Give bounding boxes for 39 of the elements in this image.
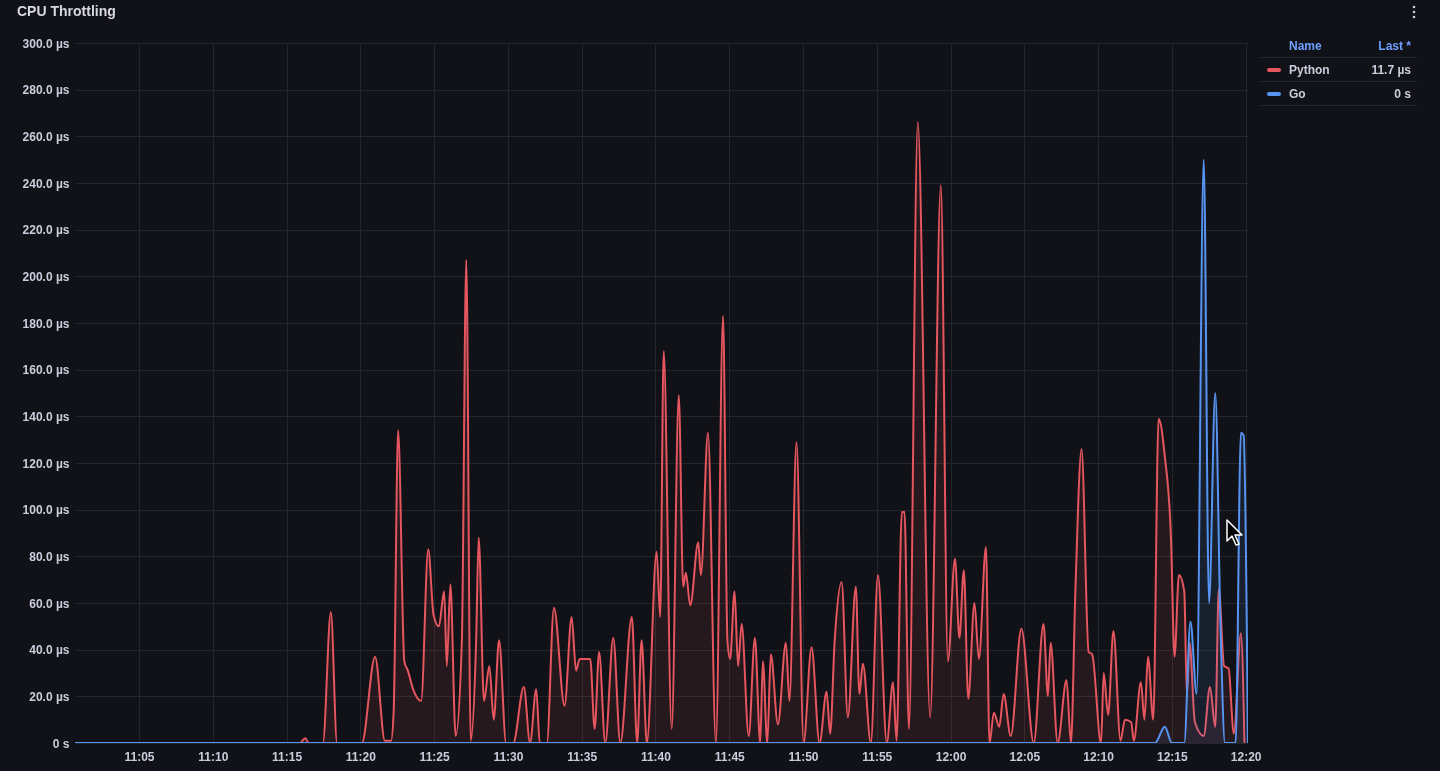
text: Name (1288, 38, 1323, 53)
y-tick-label: 200.0 µs (22, 269, 70, 284)
legend-label: Python (1289, 62, 1331, 77)
x-tick-label: 12:15 (1157, 749, 1189, 764)
y-tick-label: 280.0 µs (22, 83, 70, 98)
x-tick-label: 11:15 (272, 749, 303, 764)
y-tick-label: 120.0 µs (22, 456, 70, 471)
chart-title: CPU Throttling (17, 3, 116, 19)
y-tick-label: 300.0 µs (22, 36, 70, 51)
x-tick-label: 11:05 (124, 749, 155, 764)
y-tick-label: 40.0 µs (29, 643, 70, 658)
y-tick-label: 80.0 µs (29, 549, 70, 564)
x-tick-label: 11:45 (714, 749, 746, 764)
y-tick-label: 260.0 µs (22, 129, 70, 144)
x-tick-label: 11:30 (493, 749, 524, 764)
x-tick-label: 12:20 (1230, 749, 1262, 764)
y-tick-label: 160.0 µs (22, 363, 70, 378)
y-tick-label: 180.0 µs (22, 316, 70, 331)
x-tick-label: 11:20 (345, 749, 377, 764)
y-tick-label: 0 s (52, 736, 70, 751)
x-tick-label: 11:35 (567, 749, 598, 764)
x-tick-label: 11:50 (788, 749, 819, 764)
x-tick-label: 12:10 (1083, 749, 1115, 764)
y-tick-label: 140.0 µs (22, 409, 70, 424)
x-tick-label: 12:05 (1009, 749, 1041, 764)
text: 0 s (1394, 86, 1412, 101)
y-tick-label: 100.0 µs (22, 503, 70, 518)
text: Last * (1378, 38, 1412, 53)
text: 11.7 µs (1371, 62, 1412, 77)
x-tick-label: 12:00 (935, 749, 967, 764)
y-tick-label: 60.0 µs (29, 596, 70, 611)
x-tick-label: 11:25 (419, 749, 450, 764)
x-tick-label: 11:40 (640, 749, 672, 764)
legend-label: Go (1289, 86, 1307, 101)
y-tick-label: 240.0 µs (22, 176, 70, 191)
x-tick-label: 11:10 (198, 749, 229, 764)
x-tick-label: 11:55 (862, 749, 893, 764)
y-tick-label: 20.0 µs (29, 689, 70, 704)
y-tick-label: 220.0 µs (22, 223, 70, 238)
